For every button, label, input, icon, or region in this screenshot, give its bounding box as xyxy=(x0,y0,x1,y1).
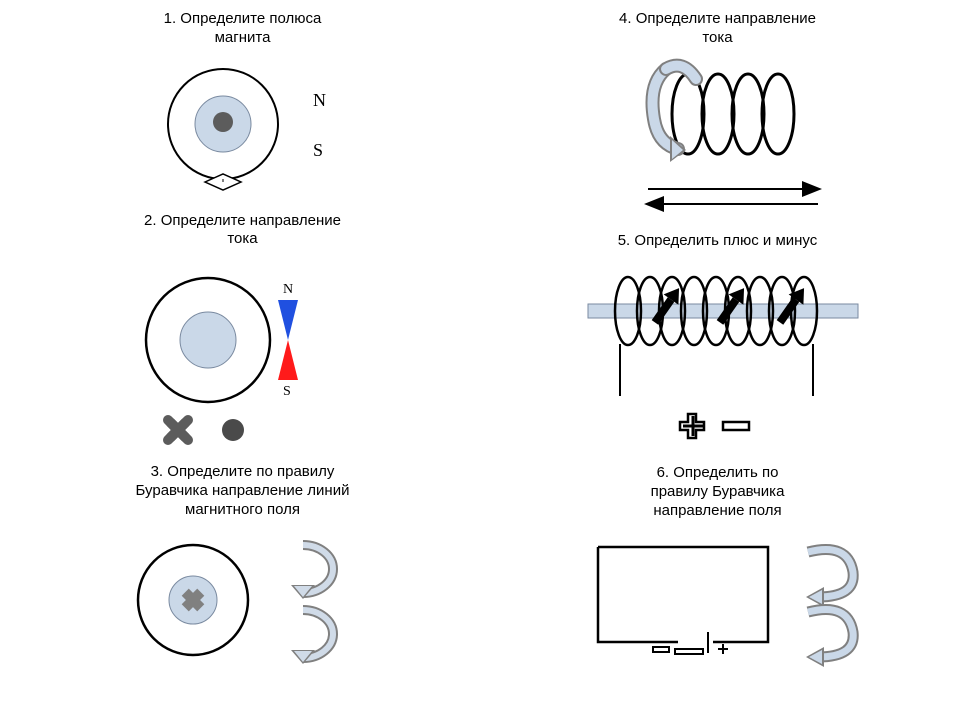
task-3: 3. Определите по правилуБуравчика направ… xyxy=(10,463,475,675)
task-6-title: 6. Определить поправилу Буравчиканаправл… xyxy=(485,464,950,520)
circuit-outline-icon xyxy=(598,547,768,642)
svg-text:N: N xyxy=(283,282,293,297)
task-4-title: 4. Определите направлениетока xyxy=(485,10,950,48)
left-column: 1. Определите полюсамагнита N S 2. Опред… xyxy=(10,10,475,710)
task-5: 5. Определить плюс и минус xyxy=(485,232,950,457)
task-4-diagram xyxy=(558,54,878,224)
task-2-diagram: N S xyxy=(103,255,383,455)
task-1-n-label: N xyxy=(313,90,326,110)
task-3-diagram xyxy=(93,525,393,675)
task-3-title: 3. Определите по правилуБуравчика направ… xyxy=(10,463,475,519)
wrap-arrow-icon xyxy=(652,65,696,161)
right-column: 4. Определите направлениетока xyxy=(485,10,950,710)
task-6-diagram xyxy=(538,527,898,677)
task-1-s-label: S xyxy=(313,140,323,160)
curved-arrow-icon-2 xyxy=(291,610,333,664)
task-2: 2. Определите направлениетока N S xyxy=(10,212,475,456)
compass-needle-icon: N S xyxy=(278,282,298,399)
task-1: 1. Определите полюсамагнита N S xyxy=(10,10,475,204)
task-5-title: 5. Определить плюс и минус xyxy=(485,232,950,251)
curved-arrow-6a-icon xyxy=(806,549,853,607)
task-4: 4. Определите направлениетока xyxy=(485,10,950,224)
svg-text:S: S xyxy=(283,384,291,399)
task-1-diagram: N S xyxy=(113,54,373,204)
plus-icon xyxy=(683,416,703,436)
coil-icon xyxy=(672,74,794,154)
task-6: 6. Определить поправилу Буравчиканаправл… xyxy=(485,464,950,676)
task-5-diagram xyxy=(538,256,898,456)
task-1-title: 1. Определите полюсамагнита xyxy=(10,10,475,48)
curved-arrow-6b-icon xyxy=(806,609,853,667)
minus-outline-icon xyxy=(723,422,749,430)
curved-arrow-icon-1 xyxy=(291,545,333,599)
task-2-title: 2. Определите направлениетока xyxy=(10,212,475,250)
worksheet-grid: 1. Определите полюсамагнита N S 2. Опред… xyxy=(10,10,950,710)
dot-symbol-icon xyxy=(222,419,244,441)
